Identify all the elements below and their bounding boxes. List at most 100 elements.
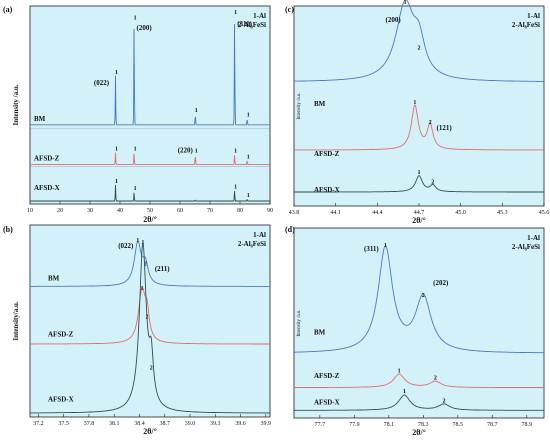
series-label-bm: BM (314, 328, 326, 336)
x-tick-label: 78.3 (418, 422, 429, 428)
series-label-bm: BM (314, 100, 326, 108)
plot-background (29, 166, 271, 205)
x-tick-label: 78.7 (487, 422, 498, 428)
y-axis-label: Intensity /a.u. (297, 309, 302, 336)
plot-background (294, 6, 544, 206)
peak-marker: 1 (195, 148, 198, 154)
x-tick-label: 37.2 (33, 421, 44, 427)
x-tick-label: 39.9 (261, 421, 272, 427)
x-tick-label: 39.6 (235, 421, 246, 427)
series-line-bm (30, 240, 270, 287)
series-label-bm: BM (34, 115, 46, 123)
peak-marker: 1 (403, 389, 406, 395)
series-line-afsd-x (30, 242, 270, 414)
panel-c: (c) 43.8 44.1 44.4 44.7 45.0 45.3 45.6 2θ/° Inten… (285, 0, 549, 225)
peak-marker: 1 (134, 15, 137, 21)
hkl-label: (022) (118, 242, 134, 250)
peak-marker: 1 (247, 154, 250, 160)
plot-frame (293, 227, 545, 419)
plot-background (29, 128, 271, 167)
x-axis-label: 2θ/° (412, 216, 426, 225)
legend-entry-1: 1-Al (527, 234, 540, 242)
x-tick-label: 43.8 (289, 210, 300, 216)
panel-label: (b) (3, 225, 13, 234)
series-line-bm (30, 23, 270, 126)
plot-frame (29, 224, 271, 418)
peak-marker: 1 (234, 148, 237, 154)
x-tick-label: 38.4 (134, 421, 145, 427)
legend-entry-2: 2-Al₈FeSi (238, 240, 266, 248)
x-tick-label: 78.9 (522, 422, 533, 428)
x-tick-label: 77.7 (315, 422, 326, 428)
hkl-label: (311) (364, 245, 379, 253)
panel-label: (c) (285, 5, 294, 14)
x-tick-label: 39.3 (210, 421, 221, 427)
peak-marker: 2 (429, 120, 432, 126)
x-tick-label: 44.4 (372, 210, 383, 216)
hkl-label: (211) (155, 265, 170, 273)
peak-marker: 1 (115, 147, 118, 153)
x-tick-label: 37.5 (58, 421, 69, 427)
x-tick-label: 30 (87, 208, 93, 214)
plot-background (294, 228, 544, 418)
legend-entry-1: 1-Al (253, 231, 266, 239)
x-axis-label: 2θ/° (143, 427, 157, 436)
hkl-label: (202) (433, 279, 449, 287)
legend-entry-2: 2-Al₈FeSi (512, 21, 540, 29)
peak-marker: 2 (144, 261, 147, 267)
peak-marker: 1 (418, 170, 421, 176)
series-label-afsd-x: AFSD-X (34, 184, 60, 192)
x-tick-label: 77.9 (349, 422, 360, 428)
peak-marker: 2 (434, 376, 437, 382)
y-axis-label: Intensity/a.u. (12, 301, 20, 341)
series-label-afsd-z: AFSD-Z (48, 330, 74, 338)
x-tick-label: 80 (237, 208, 243, 214)
peak-marker: 1 (234, 184, 237, 190)
series-line-afsd-x (294, 394, 544, 411)
panel-b: (b) 37.2 37.5 37.8 38.1 38.4 38.7 39.0 39.3 39.6 3… (3, 224, 272, 436)
peak-marker: 1 (136, 238, 139, 244)
x-tick-label: 40 (117, 208, 123, 214)
legend-entry-1: 1-Al (527, 12, 540, 20)
y-axis-label: Intensity /a.u. (12, 84, 20, 125)
x-tick-label: 45.0 (455, 210, 466, 216)
series-label-afsd-z: AFSD-Z (314, 372, 340, 380)
x-tick-label: 38.1 (109, 421, 120, 427)
peak-marker: 1 (398, 368, 401, 374)
series-line-afsd-x (294, 175, 544, 193)
legend-entry-2: 2-Al₈FeSi (238, 21, 266, 29)
peak-marker: 1 (234, 10, 237, 16)
x-tick-label: 60 (177, 208, 183, 214)
series-label-bm: BM (48, 275, 60, 283)
peak-marker: 1 (247, 112, 250, 118)
peak-marker: 1 (134, 186, 137, 192)
hkl-label: (022) (94, 79, 110, 87)
peak-marker: 1 (247, 193, 250, 199)
hkl-label: (200) (386, 16, 402, 24)
panel-label: (a) (3, 5, 13, 14)
x-tick-label: 50 (147, 208, 153, 214)
x-tick-label: 37.8 (84, 421, 95, 427)
x-tick-label: 38.7 (159, 421, 170, 427)
hkl-label: (121) (437, 124, 453, 132)
hkl-label: (200) (137, 24, 153, 32)
peak-marker: 1 (384, 243, 387, 249)
x-axis-label: 2θ/° (412, 428, 426, 437)
x-tick-label: 44.1 (330, 210, 341, 216)
x-tick-label: 78.1 (384, 422, 395, 428)
series-label-afsd-z: AFSD-Z (314, 150, 340, 158)
x-tick-label: 10 (27, 208, 33, 214)
panel-d: (d) 77.7 77.9 78.1 78.3 78.5 78.7 78.9 2θ/° Inten… (285, 225, 545, 437)
panel-a: (a) 10 20 30 40 50 60 70 80 90 2θ/° Intensity /a.u.… (3, 5, 273, 224)
x-tick-label: 20 (57, 208, 63, 214)
peak-marker: 1 (195, 108, 198, 114)
plot-background (30, 6, 270, 129)
x-tick-label: 90 (267, 208, 273, 214)
series-line-afsd-z (294, 373, 544, 388)
series-line-afsd-z (30, 286, 270, 345)
peak-marker: 1 (115, 70, 118, 76)
hkl-label: (220) (178, 147, 194, 155)
series-label-afsd-z: AFSD-Z (34, 154, 60, 162)
series-line-bm (293, 0, 544, 82)
